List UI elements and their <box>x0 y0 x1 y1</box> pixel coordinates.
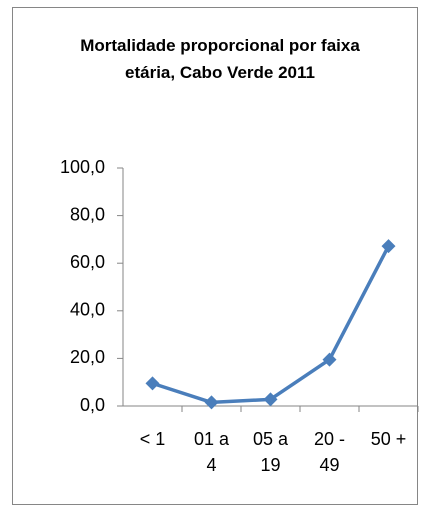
x-tick-label: 20 - 49 <box>313 429 346 475</box>
marker <box>322 352 337 367</box>
y-tick-label: 80,0 <box>70 204 105 224</box>
chart-title: Mortalidade proporcional por faixa etári… <box>80 36 360 82</box>
marker <box>381 239 396 254</box>
marker <box>263 392 278 407</box>
x-tick-label: 01 a 4 <box>193 429 230 475</box>
x-tick-label: < 1 <box>139 429 166 449</box>
x-tick-label: 05 a 19 <box>252 429 289 475</box>
chart-frame <box>12 7 418 505</box>
y-tick-label: 40,0 <box>70 300 105 320</box>
y-tick-label: 0,0 <box>80 395 105 415</box>
marker <box>204 395 219 410</box>
y-tick-label: 60,0 <box>70 252 105 272</box>
x-tick-label: 50 + <box>370 429 407 449</box>
y-tick-label: 100,0 <box>60 157 105 177</box>
marker <box>145 376 160 391</box>
y-tick-label: 20,0 <box>70 347 105 367</box>
